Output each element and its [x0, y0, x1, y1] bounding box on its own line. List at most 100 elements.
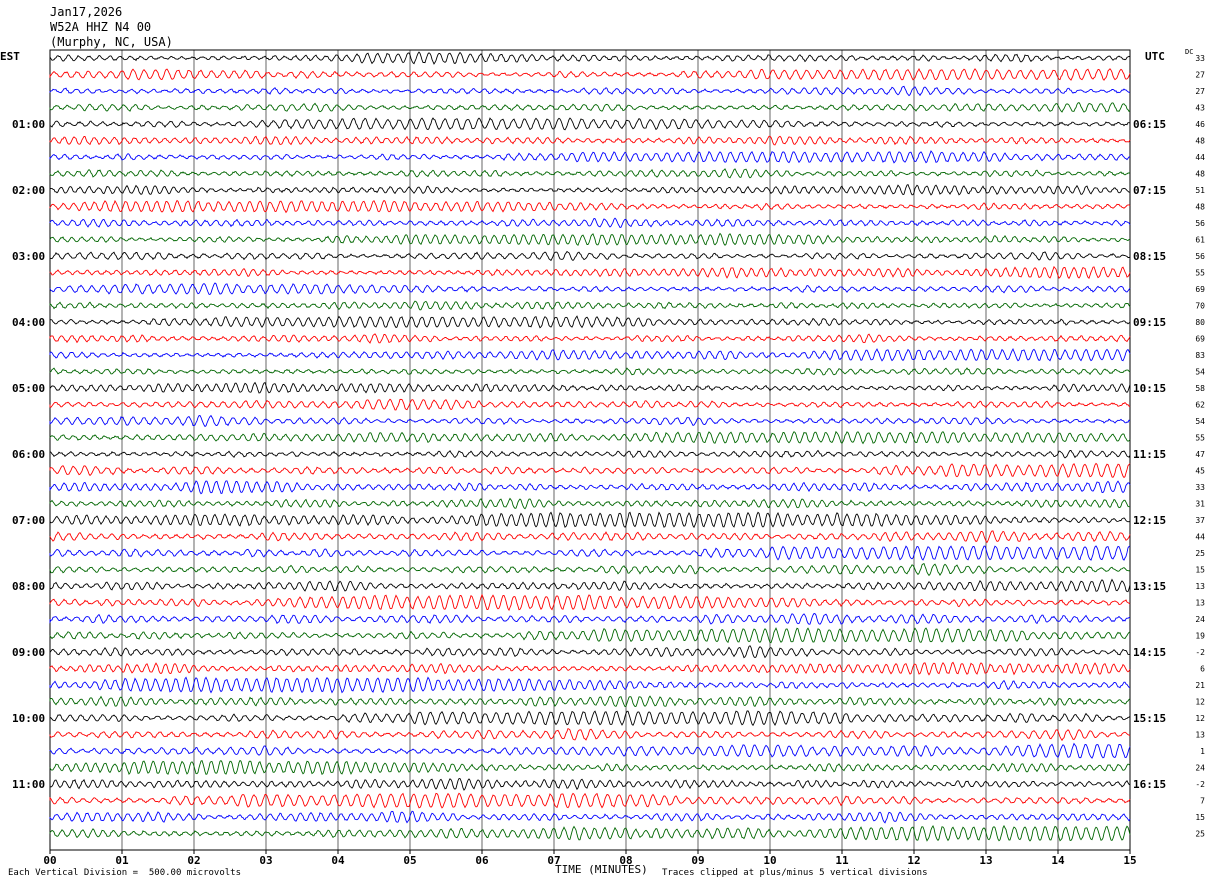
right-hour-label: 10:15 [1133, 382, 1166, 395]
dc-offset-label: 45 [1195, 467, 1205, 476]
right-hour-label: 09:15 [1133, 316, 1166, 329]
trace-line [49, 398, 1131, 411]
trace-line [49, 168, 1131, 179]
x-tick-label: 07 [547, 854, 560, 867]
trace-line [49, 135, 1131, 146]
footer-division-note: Each Vertical Division = 500.00 microvol… [8, 868, 241, 878]
trace-line [49, 578, 1131, 593]
right-hour-label: 07:15 [1133, 184, 1166, 197]
trace-line [49, 627, 1131, 644]
trace-line [49, 300, 1131, 311]
trace-line [49, 462, 1131, 479]
trace-line [49, 695, 1131, 708]
trace-line [49, 315, 1131, 329]
left-hour-label: 07:00 [12, 514, 45, 527]
x-axis-title: TIME (MINUTES) [555, 863, 648, 876]
trace-line [49, 645, 1131, 659]
dc-offset-label: 46 [1195, 120, 1205, 129]
dc-offset-label: 7 [1200, 797, 1205, 806]
dc-offset-label: 54 [1195, 417, 1205, 426]
footer-clip-note: Traces clipped at plus/minus 5 vertical … [662, 868, 928, 878]
dc-offset-label: 37 [1195, 516, 1205, 525]
trace-line [49, 511, 1131, 529]
trace-line [49, 51, 1131, 65]
dc-offset-label: 51 [1195, 186, 1205, 195]
dc-offset-label: 55 [1195, 269, 1205, 278]
x-tick-label: 10 [763, 854, 776, 867]
dc-offset-label: 44 [1195, 153, 1205, 162]
dc-offset-label: 48 [1195, 170, 1205, 179]
header-date: Jan17,2026 [50, 5, 123, 19]
dc-offset-label: 54 [1195, 368, 1205, 377]
x-tick-label: 13 [979, 854, 992, 867]
dc-offset-label: 33 [1195, 54, 1205, 63]
trace-line [49, 102, 1131, 113]
dc-offset-label: 58 [1195, 384, 1205, 393]
x-tick-label: 03 [259, 854, 272, 867]
trace-line [49, 414, 1131, 428]
trace-line [49, 232, 1131, 246]
dc-offset-label: 62 [1195, 401, 1205, 410]
dc-offset-label: 43 [1195, 104, 1205, 113]
left-hour-label: 05:00 [12, 382, 45, 395]
right-hour-label: 11:15 [1133, 448, 1166, 461]
trace-line [49, 480, 1131, 495]
dc-offset-label: 44 [1195, 533, 1205, 542]
right-timezone-label: UTC [1145, 50, 1165, 63]
dc-offset-label: 56 [1195, 252, 1205, 261]
x-tick-label: 08 [619, 854, 632, 867]
dc-offset-label: -2 [1195, 780, 1205, 789]
trace-line [49, 545, 1131, 561]
trace-line [49, 676, 1130, 694]
x-tick-label: 01 [115, 854, 129, 867]
trace-line [49, 710, 1131, 727]
trace-line [49, 530, 1131, 544]
trace-line [49, 810, 1131, 824]
dc-offset-label: 69 [1195, 285, 1205, 294]
left-timezone-label: EST [0, 50, 20, 63]
trace-line [49, 381, 1131, 394]
left-hour-label: 10:00 [12, 712, 45, 725]
trace-line [49, 727, 1131, 742]
right-hour-label: 13:15 [1133, 580, 1166, 593]
trace-line [49, 563, 1131, 577]
x-tick-label: 02 [187, 854, 200, 867]
dc-offset-label: 15 [1195, 566, 1205, 575]
trace-line [49, 593, 1131, 612]
dc-offset-label: 55 [1195, 434, 1205, 443]
trace-line [49, 347, 1131, 362]
dc-offset-label: 21 [1195, 681, 1205, 690]
trace-line [49, 85, 1131, 97]
right-hour-label: 15:15 [1133, 712, 1166, 725]
dc-offset-label: 13 [1195, 582, 1205, 591]
trace-line [49, 449, 1131, 459]
dc-offset-label: 15 [1195, 813, 1205, 822]
x-tick-label: 14 [1051, 854, 1065, 867]
trace-line [49, 217, 1131, 229]
trace-line [49, 333, 1131, 344]
trace-line [49, 792, 1131, 809]
dc-label: DC [1185, 48, 1194, 56]
dc-offset-label: 6 [1200, 665, 1205, 674]
x-tick-label: 12 [907, 854, 920, 867]
x-tick-label: 00 [43, 854, 56, 867]
x-tick-label: 09 [691, 854, 704, 867]
trace-line [49, 68, 1131, 81]
trace-line [49, 367, 1131, 376]
left-hour-label: 03:00 [12, 250, 45, 263]
dc-offset-label: 27 [1195, 87, 1205, 96]
dc-offset-label: 24 [1195, 764, 1205, 773]
trace-line [49, 612, 1131, 625]
trace-line [49, 430, 1131, 445]
trace-line [49, 497, 1131, 510]
left-hour-label: 08:00 [12, 580, 45, 593]
right-hour-label: 06:15 [1133, 118, 1166, 131]
right-hour-label: 14:15 [1133, 646, 1166, 659]
dc-offset-label: 69 [1195, 335, 1205, 344]
trace-line [49, 742, 1131, 759]
dc-offset-label: 12 [1195, 714, 1205, 723]
left-hour-label: 06:00 [12, 448, 45, 461]
dc-offset-label: 83 [1195, 351, 1205, 360]
left-hour-label: 11:00 [12, 778, 45, 791]
